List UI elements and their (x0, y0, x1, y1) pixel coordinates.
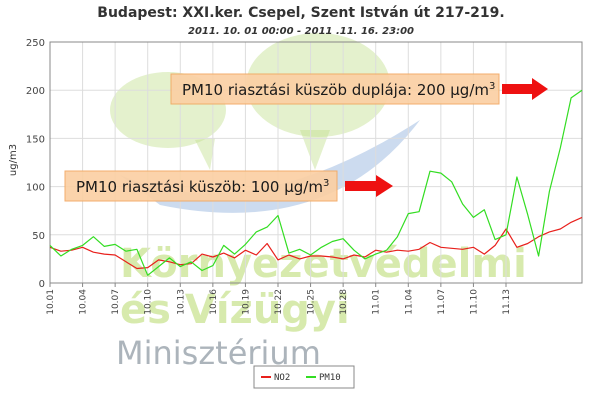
y-tick-label: 150 (26, 134, 45, 145)
x-tick-label: 10.19 (241, 289, 251, 315)
y-tick-label: 0 (39, 279, 45, 290)
series-line-pm10 (49, 89, 583, 276)
annotation-threshold-box (64, 170, 338, 202)
legend: NO2 PM10 (253, 365, 355, 389)
red-arrow-icon (502, 78, 548, 100)
y-tick-label: 200 (26, 86, 45, 97)
watermark-line1: Környezetvédelmi (120, 241, 527, 287)
annotation-threshold-text: PM10 riasztási küszöb: 100 µg/m3 (76, 178, 329, 196)
series-layer (49, 89, 583, 276)
annotation-threshold-double-box (170, 73, 500, 105)
y-tick-label: 100 (26, 183, 45, 194)
plot-frame (49, 41, 583, 284)
x-tick-label: 11.13 (502, 289, 512, 315)
x-tick-label: 11.04 (404, 289, 414, 315)
annotation-threshold: PM10 riasztási küszöb: 100 µg/m3 (64, 170, 393, 202)
watermark-line2: és Vízügyi (120, 287, 350, 333)
y-tick-label: 50 (32, 231, 45, 242)
legend-box (253, 365, 355, 389)
x-tick-label: 10.13 (176, 289, 186, 315)
x-tick-label: 10.22 (274, 289, 284, 315)
annotation-threshold-double: PM10 riasztási küszöb duplája: 200 µg/m3 (170, 73, 548, 105)
x-tick-label: 10.01 (46, 289, 56, 315)
y-tick-label: 250 (26, 38, 45, 49)
watermark-bubble-left-tail (195, 138, 215, 170)
annotation-threshold-double-text: PM10 riasztási küszöb duplája: 200 µg/m3 (182, 81, 495, 99)
x-tick-label: 10.07 (111, 289, 121, 315)
red-arrow-icon (345, 175, 393, 197)
series-line-no2 (49, 216, 583, 270)
x-tick-label: 10.28 (339, 289, 349, 315)
chart-title: Budapest: XXI.ker. Csepel, Szent István … (97, 5, 504, 21)
x-axis-ticks: 10.01 10.04 10.07 10.10 10.13 10.16 10.19 10.22… (46, 283, 512, 315)
y-axis-ticks: 0 50 100 150 200 250 (26, 38, 45, 290)
x-tick-label: 11.07 (437, 289, 447, 315)
watermark-bubble-right-tail (300, 130, 330, 170)
x-tick-label: 10.16 (209, 289, 219, 315)
x-tick-label: 11.01 (372, 289, 382, 315)
x-tick-label: 10.25 (307, 289, 317, 315)
x-tick-label: 10.10 (144, 289, 154, 315)
legend-label-pm10: PM10 (319, 373, 341, 383)
x-tick-label: 11.10 (469, 289, 479, 315)
y-axis-label: ug/m3 (8, 144, 19, 176)
chart-subtitle: 2011. 10. 01 00:00 - 2011 .11. 16. 23:00 (188, 26, 414, 37)
x-tick-label: 10.04 (79, 289, 89, 315)
legend-label-no2: NO2 (274, 373, 290, 383)
